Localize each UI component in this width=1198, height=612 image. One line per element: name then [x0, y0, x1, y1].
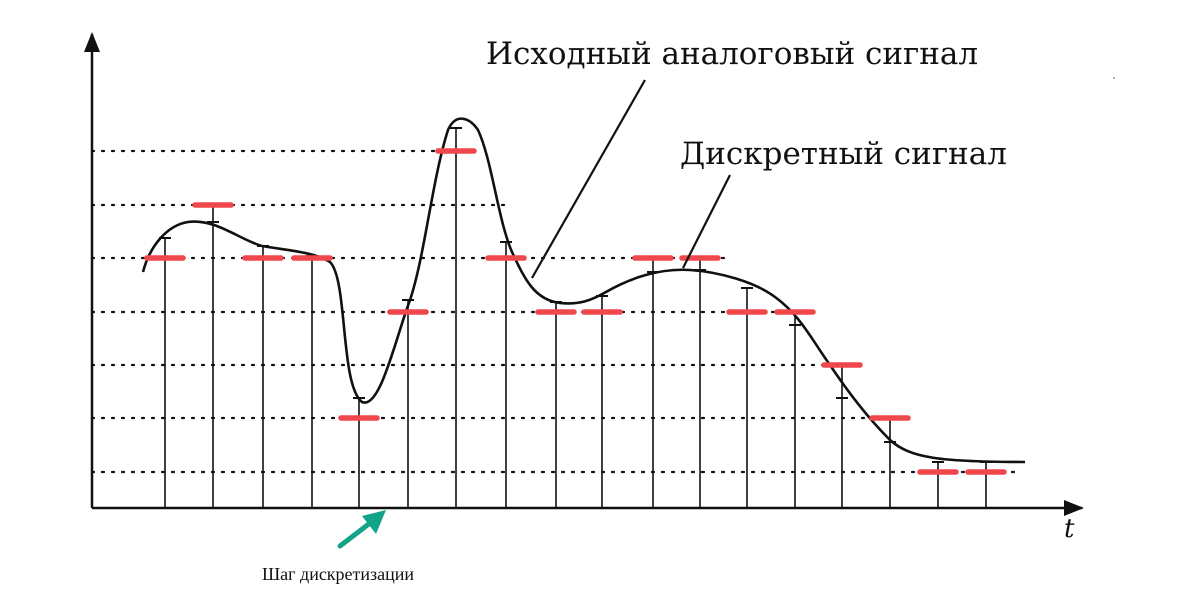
sampling-step-label: Шаг дискретизации — [262, 564, 415, 584]
discrete-label-pointer — [682, 174, 731, 269]
analog-signal-label: Исходный аналоговый сигнал — [486, 36, 979, 72]
analog-label-pointer — [531, 79, 646, 279]
sampling-step-arrow — [337, 510, 386, 549]
speck — [1113, 77, 1115, 79]
time-axis-label: t — [1064, 514, 1075, 544]
discrete-signal-label: Дискретный сигнал — [680, 136, 1007, 172]
sample-stems — [164, 128, 987, 508]
sample-point-ticks — [159, 127, 992, 463]
quantized-sample-marks — [144, 148, 1007, 475]
